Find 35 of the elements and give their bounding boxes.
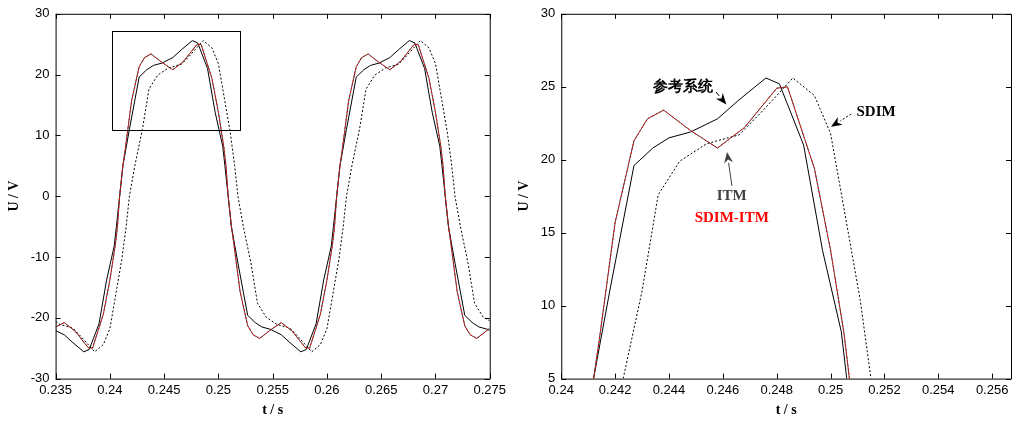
y-tick-label: -20 xyxy=(30,309,50,325)
y-tick-label: 10 xyxy=(35,126,50,142)
y-tick-label: 0 xyxy=(42,187,50,203)
x-tick-label: 0.26 xyxy=(314,381,340,397)
x-tick-label: 0.27 xyxy=(422,381,449,397)
y-tick-label: 20 xyxy=(35,66,50,82)
y-tick-label: 30 xyxy=(35,5,50,21)
x-tick-label: 0.25 xyxy=(205,381,232,397)
text: ITM xyxy=(716,186,747,203)
x-tick-label: 0.242 xyxy=(598,381,632,397)
x-tick-label: 0.252 xyxy=(868,381,901,397)
y-tick-label: 30 xyxy=(540,5,556,21)
x-tick-label: 0.265 xyxy=(364,381,398,397)
x-axis-title: t / s xyxy=(262,402,284,418)
x-tick-label: 0.24 xyxy=(97,381,123,397)
x-tick-label: 0.248 xyxy=(760,381,793,397)
y-tick-label: 15 xyxy=(540,224,556,240)
x-tick-label: 0.246 xyxy=(706,381,740,397)
y-axis-title: U / V xyxy=(6,180,22,212)
x-tick-label: 0.245 xyxy=(147,381,181,397)
x-tick-label: 0.275 xyxy=(473,381,507,397)
x-tick-label: 0.25 xyxy=(817,381,844,397)
text: SDIM-ITM xyxy=(694,208,769,225)
x-tick-label: 0.255 xyxy=(256,381,289,397)
series-label: 参考系统 xyxy=(651,77,714,94)
x-tick-label: 0.244 xyxy=(652,381,686,397)
y-tick-label: 25 xyxy=(540,78,556,94)
y-axis-title: U / V xyxy=(516,180,532,212)
y-tick-label: 20 xyxy=(540,151,556,167)
legend-label: SDIM xyxy=(856,103,896,120)
y-tick-label: -10 xyxy=(30,248,50,264)
x-tick-label: 0.254 xyxy=(922,381,955,397)
y-tick-label: 10 xyxy=(540,297,556,313)
x-axis-title: t / s xyxy=(775,402,798,418)
x-tick-label: 0.256 xyxy=(975,381,1009,397)
